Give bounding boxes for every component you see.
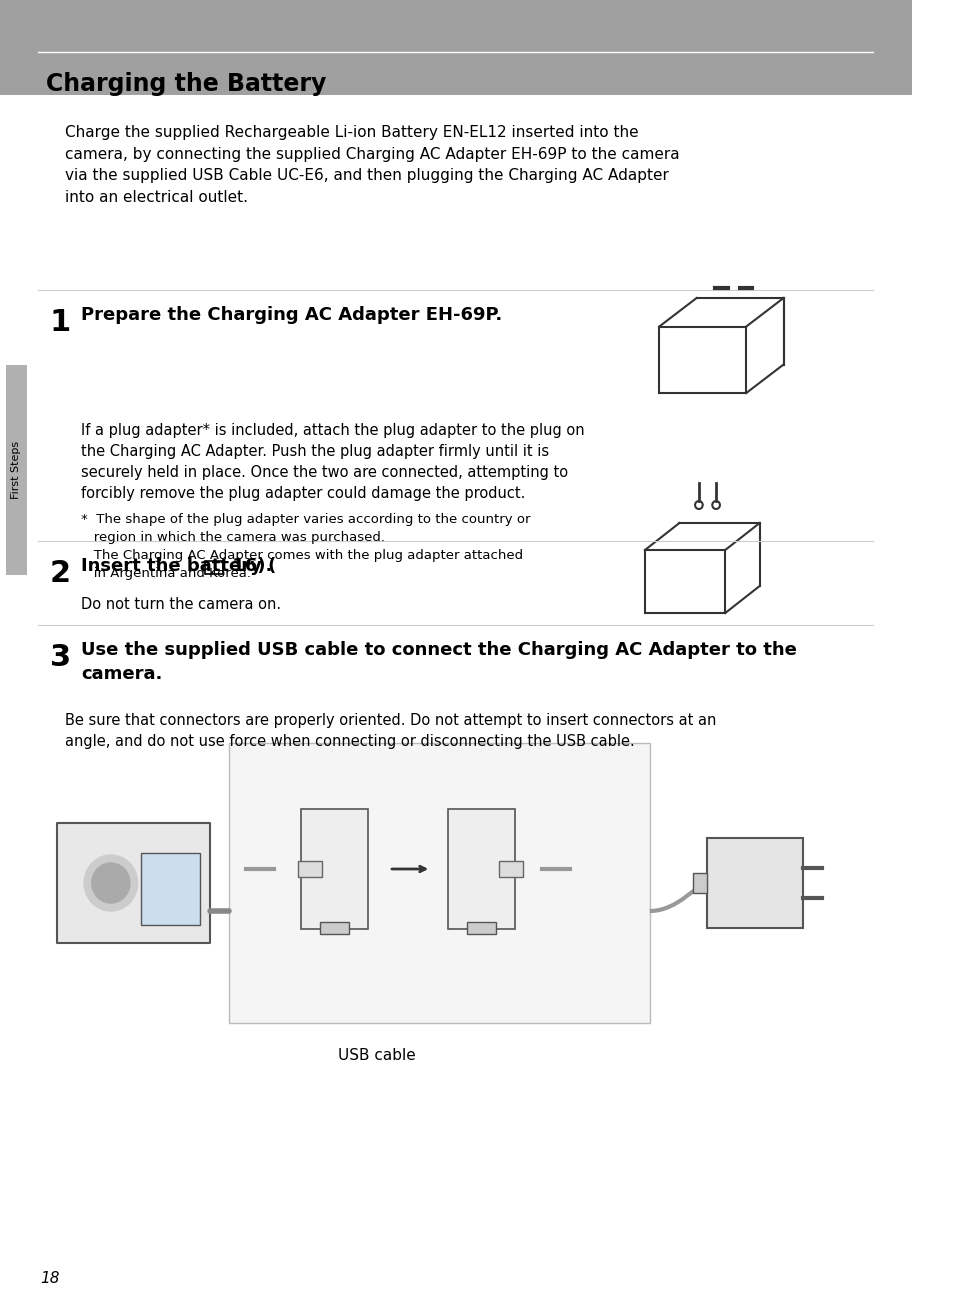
Text: First Steps: First Steps [11,442,21,499]
Circle shape [84,855,137,911]
Bar [692,872,706,894]
Bar [448,809,515,929]
Text: Do not turn the camera on.: Do not turn the camera on. [81,597,281,612]
Bar [6,365,27,576]
Bar [205,561,222,574]
Bar [706,838,801,928]
Circle shape [91,863,130,903]
Bar [141,853,199,925]
Bar [301,809,368,929]
Text: Prepare the Charging AC Adapter EH-69P.: Prepare the Charging AC Adapter EH-69P. [81,306,502,325]
Text: Insert the battery (: Insert the battery ( [81,557,276,576]
Text: Charging the Battery: Charging the Battery [46,72,326,96]
Text: 3: 3 [50,643,71,671]
Text: 18: 18 [40,1271,60,1286]
Bar [0,0,911,95]
Text: 16).: 16). [225,557,272,576]
Text: Charge the supplied Rechargeable Li-ion Battery EN-EL12 inserted into the
camera: Charge the supplied Rechargeable Li-ion … [65,125,679,205]
Text: 2: 2 [50,558,71,587]
Bar [57,823,210,943]
Text: Use the supplied USB cable to connect the Charging AC Adapter to the
camera.: Use the supplied USB cable to connect th… [81,641,797,682]
Bar [498,861,522,876]
Text: USB cable: USB cable [337,1049,415,1063]
Bar [320,922,349,934]
Bar [298,861,322,876]
Bar [229,742,649,1024]
Text: *  The shape of the plug adapter varies according to the country or
   region in: * The shape of the plug adapter varies a… [81,512,530,579]
Text: 1: 1 [50,307,71,336]
Bar [467,922,496,934]
Text: If a plug adapter* is included, attach the plug adapter to the plug on
the Charg: If a plug adapter* is included, attach t… [81,423,584,501]
Text: Be sure that connectors are properly oriented. Do not attempt to insert connecto: Be sure that connectors are properly ori… [65,714,716,749]
